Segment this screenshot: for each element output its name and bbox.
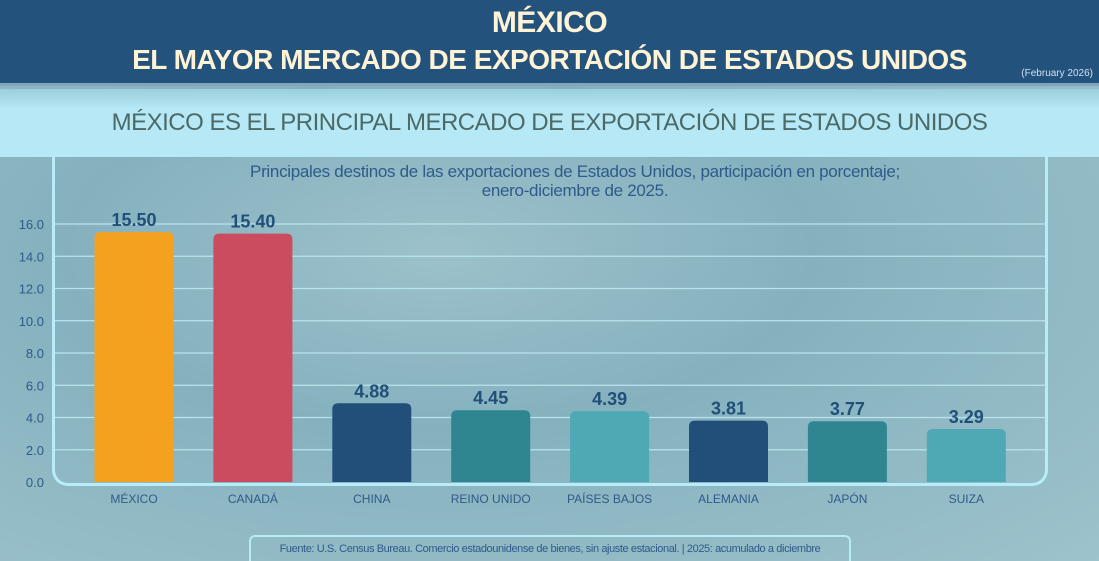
chart-title-line1: Principales destinos de las exportacione… [250, 162, 900, 181]
data-label: 15.50 [111, 210, 156, 230]
x-tick-label: PAÍSES BAJOS [567, 491, 652, 506]
x-tick-label: CHINA [353, 492, 390, 506]
x-tick-label: REINO UNIDO [451, 492, 531, 506]
bar [926, 428, 1006, 482]
y-tick-label: 12.0 [19, 282, 44, 297]
bar [570, 411, 650, 482]
y-tick-label: 16.0 [19, 217, 44, 232]
x-tick-label: CANADÁ [228, 491, 278, 506]
y-tick-label: 4.0 [26, 411, 44, 426]
bar [94, 232, 174, 482]
data-label: 3.81 [711, 399, 746, 419]
y-tick-label: 8.0 [26, 346, 44, 361]
bar [689, 420, 768, 482]
chart-frame [52, 156, 1048, 486]
x-tick-label: MÉXICO [110, 491, 157, 506]
title-line2: EL MAYOR MERCADO DE EXPORTACIÓN DE ESTAD… [132, 44, 967, 75]
chart-title: Principales destinos de las exportacione… [100, 162, 1050, 200]
data-label: 15.40 [230, 212, 275, 232]
x-tick-label: JAPÓN [827, 491, 867, 506]
y-tick-label: 6.0 [26, 378, 44, 393]
chart-title-line2: enero-diciembre de 2025. [481, 181, 669, 200]
header: MÉXICO EL MAYOR MERCADO DE EXPORTACIÓN D… [0, 0, 1099, 86]
y-tick-label: 2.0 [26, 443, 44, 458]
source-text: Fuente: U.S. Census Bureau. Comercio est… [279, 543, 821, 555]
y-tick-label: 0.0 [26, 475, 44, 490]
x-tick-label: ALEMANIA [698, 492, 759, 506]
data-label: 3.77 [830, 399, 865, 419]
y-tick-label: 14.0 [19, 249, 44, 264]
subtitle: MÉXICO ES EL PRINCIPAL MERCADO DE EXPORT… [111, 109, 988, 136]
bar [213, 233, 293, 482]
bar [332, 403, 412, 482]
data-label: 4.45 [473, 388, 508, 408]
source-note: Fuente: U.S. Census Bureau. Comercio est… [249, 535, 851, 561]
data-label: 4.88 [354, 381, 389, 401]
bar [451, 410, 531, 482]
title-line1: MÉXICO [491, 6, 608, 39]
bar [807, 421, 887, 482]
date-label: (February 2026) [1021, 68, 1093, 79]
x-tick-label: SUIZA [949, 492, 984, 506]
data-label: 4.39 [592, 389, 627, 409]
data-label: 3.29 [949, 407, 984, 427]
subtitle-banner: MÉXICO ES EL PRINCIPAL MERCADO DE EXPORT… [0, 89, 1099, 157]
y-tick-label: 10.0 [19, 314, 44, 329]
